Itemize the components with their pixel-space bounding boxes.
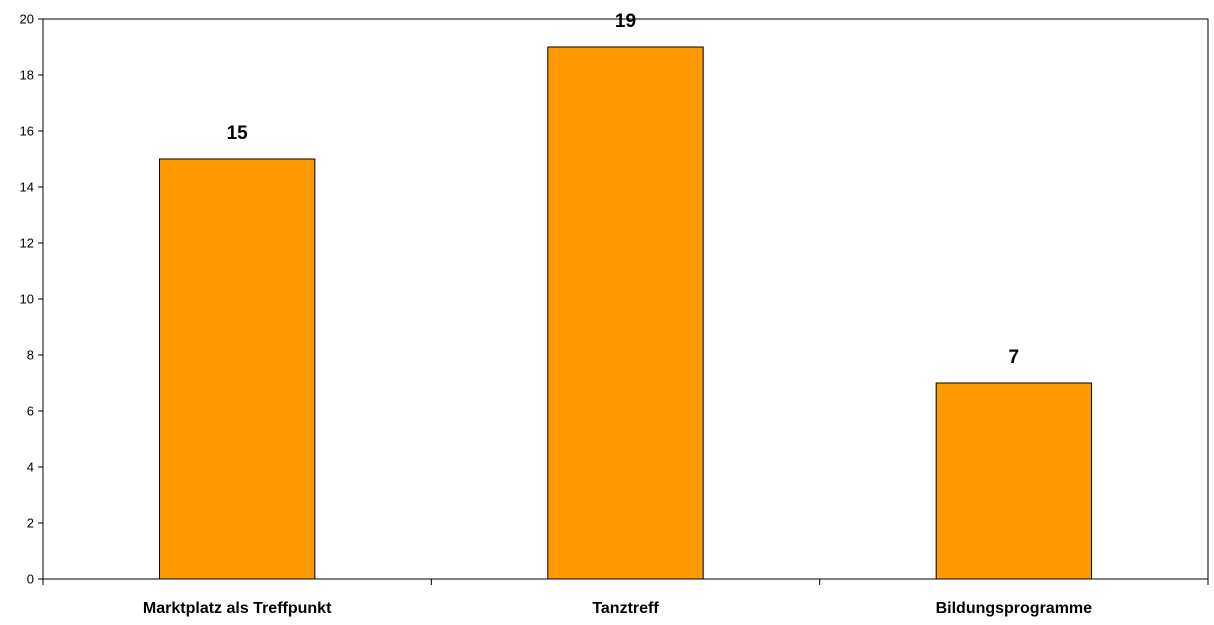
y-tick-label: 0 xyxy=(27,572,34,587)
bar xyxy=(547,46,704,580)
y-tick-label: 18 xyxy=(20,68,34,83)
category-labels: Marktplatz als Treffpunkt Tanztreff Bildun… xyxy=(143,600,1092,617)
y-tick-label: 20 xyxy=(20,12,34,27)
category-label: Tanztreff xyxy=(592,600,659,617)
y-tick-label: 16 xyxy=(20,124,34,139)
bar xyxy=(159,158,316,580)
y-tick-label: 6 xyxy=(27,404,34,419)
data-labels: 15 19 7 xyxy=(227,11,1020,368)
y-tick-label: 12 xyxy=(20,236,34,251)
y-tick-label: 14 xyxy=(20,180,34,195)
y-tick-label: 8 xyxy=(27,348,34,363)
category-label: Bildungsprogramme xyxy=(936,600,1093,617)
bar xyxy=(935,382,1093,580)
bars xyxy=(159,46,1093,580)
data-label: 15 xyxy=(227,123,249,144)
x-axis xyxy=(42,579,1209,585)
y-tick-label: 10 xyxy=(20,292,34,307)
data-label: 7 xyxy=(1009,347,1020,368)
y-tick-label: 2 xyxy=(27,516,34,531)
data-label: 19 xyxy=(615,11,636,32)
category-label: Marktplatz als Treffpunkt xyxy=(143,600,332,617)
y-axis: 0 2 4 6 8 10 12 14 16 18 20 xyxy=(20,12,43,587)
y-tick-label: 4 xyxy=(27,460,34,475)
